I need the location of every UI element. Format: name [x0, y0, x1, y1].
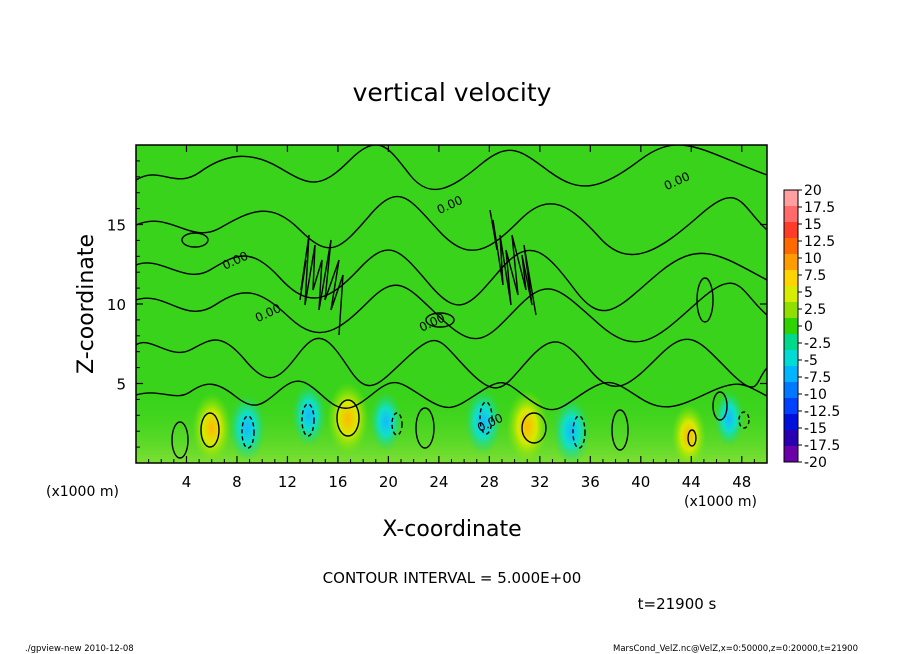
contour-interval-text: CONTOUR INTERVAL = 5.000E+00	[323, 569, 582, 587]
colorbar-swatch	[784, 318, 798, 335]
colorbar-label: -15	[804, 421, 827, 437]
colorbar-swatch	[784, 302, 798, 319]
downdraft-cell	[464, 388, 502, 455]
contour-cell	[712, 391, 728, 421]
time-label: t=21900 s	[638, 595, 717, 613]
contour-line	[136, 337, 767, 389]
contour-downdraft	[572, 415, 586, 449]
updraft-cell	[327, 382, 369, 455]
contour-cell	[425, 312, 455, 328]
x-tick-label: 24	[429, 473, 448, 491]
contour-cell	[611, 409, 629, 451]
contour-cell	[171, 421, 189, 459]
contour-cell	[181, 232, 209, 248]
colorbar-swatch	[784, 430, 798, 447]
contour-downdraft	[391, 412, 403, 436]
feature-layer	[192, 382, 744, 463]
x-tick-label: 48	[732, 473, 751, 491]
colorbar-label: 15	[804, 217, 822, 233]
colorbar-swatch	[784, 222, 798, 239]
contour-updraft	[687, 429, 697, 447]
plot-area: 0.000.00 0.000.000.000.00	[136, 145, 767, 463]
colorbar-label: -12.5	[804, 404, 840, 420]
x-tick-label: 8	[232, 473, 242, 491]
contour-cell	[696, 277, 714, 323]
footer-right: MarsCond_VelZ.nc@VelZ,x=0:50000,z=0:2000…	[613, 644, 858, 654]
contour-line	[136, 282, 767, 343]
colorbar: 2017.51512.5107.552.50-2.5-5-7.5-10-12.5…	[783, 183, 840, 471]
x-tick-label: 40	[631, 473, 650, 491]
colorbar-swatch	[784, 254, 798, 271]
contour-updraft	[521, 412, 547, 444]
contour-downdraft	[301, 403, 315, 437]
chart-title: vertical velocity	[353, 78, 552, 107]
colorbar-label: -20	[804, 455, 827, 471]
contour-line	[136, 195, 767, 256]
colorbar-swatch	[784, 382, 798, 399]
x-axis-unit-left: (x1000 m)	[46, 484, 119, 500]
x-tick-label: 20	[379, 473, 398, 491]
contour-line	[136, 380, 767, 411]
x-axis-unit-right: (x1000 m)	[684, 494, 757, 510]
x-tick-label: 32	[530, 473, 549, 491]
colorbar-label: -5	[804, 353, 818, 369]
y-axis: 5 10 15	[107, 160, 767, 448]
colorbar-swatch	[784, 286, 798, 303]
colorbar-label: 10	[804, 251, 822, 267]
contour-updraft	[336, 399, 360, 437]
colorbar-label: 0	[804, 319, 813, 335]
contour-line	[299, 234, 344, 336]
colorbar-swatch	[784, 366, 798, 383]
colorbar-swatch	[784, 446, 798, 463]
x-tick-label: 36	[581, 473, 600, 491]
colorbar-swatch	[784, 270, 798, 287]
colorbar-swatch	[784, 414, 798, 431]
colorbar-swatch	[784, 206, 798, 223]
y-tick-label: 10	[107, 296, 126, 314]
y-axis-label: Z-coordinate	[74, 234, 99, 374]
contour-cell	[415, 407, 435, 449]
colorbar-label: 17.5	[804, 200, 835, 216]
contour-updraft	[200, 412, 220, 448]
footer-left: ./gpview-new 2010-12-08	[25, 644, 134, 654]
contour-downdraft	[241, 415, 255, 449]
x-tick-label: 28	[480, 473, 499, 491]
x-axis-label: X-coordinate	[382, 517, 521, 542]
colorbar-label: 2.5	[804, 302, 826, 318]
colorbar-swatch	[784, 398, 798, 415]
colorbar-label: 5	[804, 285, 813, 301]
downdraft-cell	[291, 383, 327, 447]
colorbar-swatch	[784, 238, 798, 255]
contour-line	[136, 249, 767, 312]
colorbar-swatch	[784, 190, 798, 207]
colorbar-label: 12.5	[804, 234, 835, 250]
downdraft-cell	[228, 394, 266, 462]
updraft-cell	[192, 393, 232, 463]
updraft-cell	[506, 390, 549, 463]
contour-line	[136, 145, 767, 191]
y-tick-label: 15	[107, 217, 126, 235]
x-tick-label: 16	[328, 473, 347, 491]
x-axis: 4 8 12 16 20 24 28 32 36 40 44 48	[148, 145, 755, 491]
contour-downdraft	[479, 401, 493, 435]
x-tick-label: 12	[278, 473, 297, 491]
colorbar-swatch	[784, 350, 798, 367]
x-tick-label: 44	[682, 473, 701, 491]
colorbar-label: -17.5	[804, 438, 840, 454]
y-tick-label: 5	[116, 376, 126, 394]
contour-line	[489, 209, 537, 316]
colorbar-swatch	[784, 334, 798, 351]
x-tick-label: 4	[182, 473, 192, 491]
colorbar-label: -7.5	[804, 370, 831, 386]
downdraft-cell	[714, 390, 744, 447]
contour-layer	[136, 145, 767, 459]
colorbar-label: 20	[804, 183, 822, 199]
colorbar-label: 7.5	[804, 268, 826, 284]
colorbar-label: -2.5	[804, 336, 831, 352]
contour-downdraft	[738, 411, 750, 429]
downdraft-cell	[369, 391, 402, 452]
colorbar-label: -10	[804, 387, 827, 403]
